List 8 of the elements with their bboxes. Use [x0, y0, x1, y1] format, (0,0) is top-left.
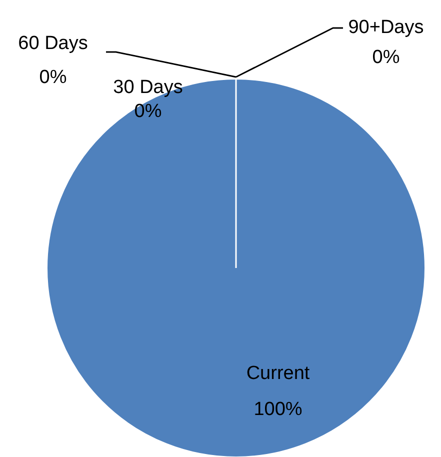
category-label: 30 Days — [113, 77, 183, 98]
category-label: 90+Days — [348, 17, 424, 38]
slice-label: Current — [246, 363, 310, 384]
category-label: 60 Days — [18, 33, 88, 54]
text: 0% — [39, 67, 67, 88]
text: 0% — [134, 101, 162, 122]
text: 0% — [372, 47, 400, 68]
data-label: 100% — [254, 399, 302, 420]
